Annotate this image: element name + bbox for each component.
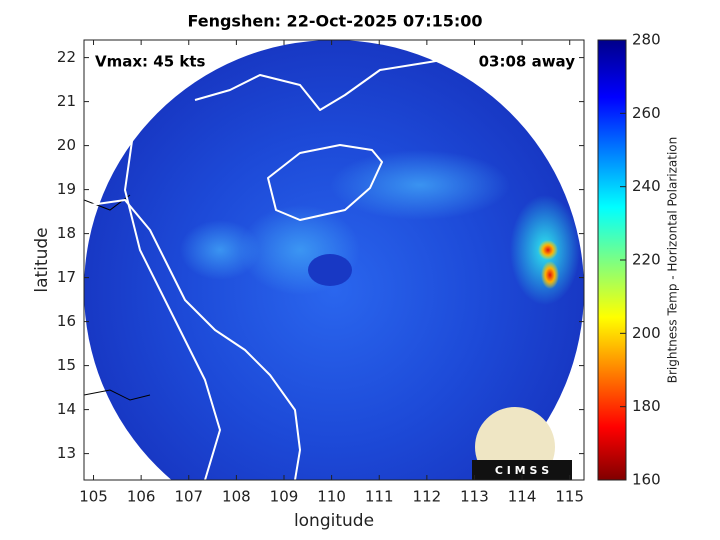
- border: [124, 59, 221, 480]
- hainan-coast: [267, 144, 383, 221]
- x-tick-label: 109: [270, 488, 299, 506]
- x-tick-label: 112: [413, 488, 442, 506]
- convection-core: [541, 261, 559, 289]
- y-tick-label: 21: [57, 92, 76, 110]
- storm-eye: [308, 254, 352, 286]
- x-axis-label: longitude: [294, 511, 374, 531]
- logo-text: C I M S S: [495, 464, 549, 477]
- x-tick-label: 110: [317, 488, 346, 506]
- y-tick-label: 16: [57, 312, 76, 330]
- annotation: Vmax: 45 kts: [95, 53, 205, 71]
- y-axis-label: latitude: [32, 227, 52, 292]
- x-tick-label: 107: [174, 488, 203, 506]
- coastline: [194, 44, 501, 111]
- x-tick-label: 108: [222, 488, 251, 506]
- coastline: [84, 389, 151, 401]
- title: Fengshen: 22-Oct-2025 07:15:00: [187, 12, 482, 31]
- colorbar-tick-label: 280: [632, 31, 661, 49]
- logo-band: [472, 460, 572, 480]
- y-tick-label: 19: [57, 180, 76, 198]
- colorbar-tick-label: 260: [632, 104, 661, 122]
- colorbar-tick-label: 240: [632, 177, 661, 195]
- y-tick-label: 13: [57, 444, 76, 462]
- x-tick-label: 114: [508, 488, 537, 506]
- y-tick-label: 18: [57, 224, 76, 242]
- y-tick-label: 22: [57, 48, 76, 66]
- x-tick-label: 111: [365, 488, 394, 506]
- cloud: [330, 150, 510, 220]
- plot-frame: [83, 39, 585, 481]
- y-tick-label: 14: [57, 400, 76, 418]
- y-tick-label: 17: [57, 268, 76, 286]
- colorbar-tick-label: 200: [632, 324, 661, 342]
- coastline: [89, 199, 301, 480]
- x-tick-label: 106: [127, 488, 156, 506]
- x-tick-label: 105: [79, 488, 108, 506]
- colorbar-tick-label: 180: [632, 397, 661, 415]
- annotation: 03:08 away: [479, 53, 576, 71]
- x-tick-label: 115: [555, 488, 584, 506]
- map-area: C I M S S: [84, 40, 584, 480]
- x-tick-label: 113: [460, 488, 489, 506]
- colorbar-tick-label: 220: [632, 251, 661, 269]
- colorbar-tick-label: 160: [632, 471, 661, 489]
- y-tick-label: 15: [57, 356, 76, 374]
- cloud: [180, 220, 260, 280]
- convection-core: [538, 240, 558, 260]
- y-tick-label: 20: [57, 136, 76, 154]
- colorbar-label: Brightness Temp - Horizontal Polarizatio…: [666, 137, 680, 384]
